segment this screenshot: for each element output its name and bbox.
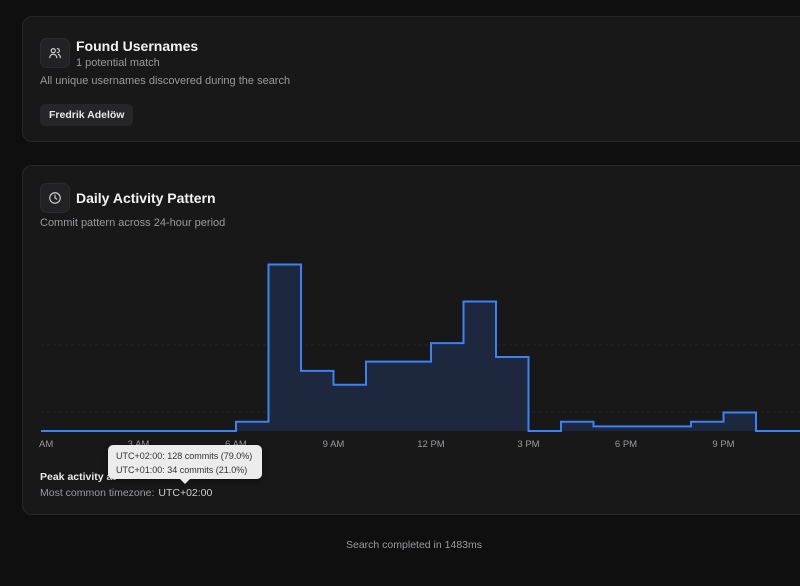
activity-description: Commit pattern across 24-hour period xyxy=(40,217,226,229)
x-tick-label: 12 PM xyxy=(417,439,445,450)
usernames-card: Found Usernames 1 potential match All un… xyxy=(22,16,800,142)
search-status: Search completed in 1483ms xyxy=(346,539,482,551)
x-tick-label: 3 PM xyxy=(517,439,539,450)
users-icon xyxy=(40,38,70,68)
x-tick-label: 6 AM xyxy=(225,439,247,450)
timezone-label: Most common timezone: xyxy=(40,487,155,499)
x-tick-label: 9 AM xyxy=(323,439,345,450)
timezone-row: Most common timezone: UTC+02:00 xyxy=(40,487,212,499)
usernames-description: All unique usernames discovered during t… xyxy=(40,75,291,87)
tooltip-line-1: UTC+02:00: 128 commits (79.0%) xyxy=(116,451,253,461)
usernames-count: 1 potential match xyxy=(76,57,160,69)
activity-title: Daily Activity Pattern xyxy=(76,190,216,206)
timezone-value: UTC+02:00 xyxy=(158,487,213,499)
usernames-title: Found Usernames xyxy=(76,38,199,54)
username-chip[interactable]: Fredrik Adelöw xyxy=(40,104,134,126)
x-tick-label: 3 AM xyxy=(128,439,150,450)
activity-line xyxy=(41,263,800,432)
x-tick-label: 9 PM xyxy=(712,439,734,450)
activity-chart[interactable]: AM 3 AM 6 AM 9 AM 12 PM 3 PM 6 PM 9 PM xyxy=(23,166,800,466)
tooltip-line-2: UTC+01:00: 34 commits (21.0%) xyxy=(116,465,248,475)
x-tick-label: 6 PM xyxy=(615,439,637,450)
activity-area xyxy=(41,264,800,431)
x-tick-label: AM xyxy=(39,439,53,450)
peak-activity-label: Peak activity at xyxy=(40,471,116,483)
clock-icon xyxy=(40,183,70,213)
timezone-tooltip: UTC+02:00: 128 commits (79.0%) UTC+01:00… xyxy=(108,445,262,484)
